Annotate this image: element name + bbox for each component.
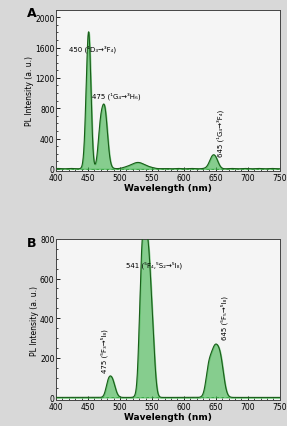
Y-axis label: PL Intensity (a. u.): PL Intensity (a. u.) <box>30 285 38 355</box>
Text: 450 (¹D₃→³F₄): 450 (¹D₃→³F₄) <box>69 46 116 53</box>
Text: 645 (⁵F₅→⁵I₈): 645 (⁵F₅→⁵I₈) <box>220 295 228 339</box>
Text: 475 (⁵F₃→⁵I₈): 475 (⁵F₃→⁵I₈) <box>101 328 108 372</box>
Text: 541 (⁵F₄,⁵S₂→⁵I₈): 541 (⁵F₄,⁵S₂→⁵I₈) <box>126 261 183 268</box>
X-axis label: Wavelength (nm): Wavelength (nm) <box>124 184 212 193</box>
Text: A: A <box>27 7 36 20</box>
Text: 475 (¹G₄→³H₆): 475 (¹G₄→³H₆) <box>92 92 140 100</box>
Text: 645 (¹G₄→³F₄): 645 (¹G₄→³F₄) <box>216 109 224 156</box>
Y-axis label: PL Intensity (a. u.): PL Intensity (a. u.) <box>25 56 34 126</box>
X-axis label: Wavelength (nm): Wavelength (nm) <box>124 412 212 421</box>
Text: B: B <box>27 236 36 249</box>
